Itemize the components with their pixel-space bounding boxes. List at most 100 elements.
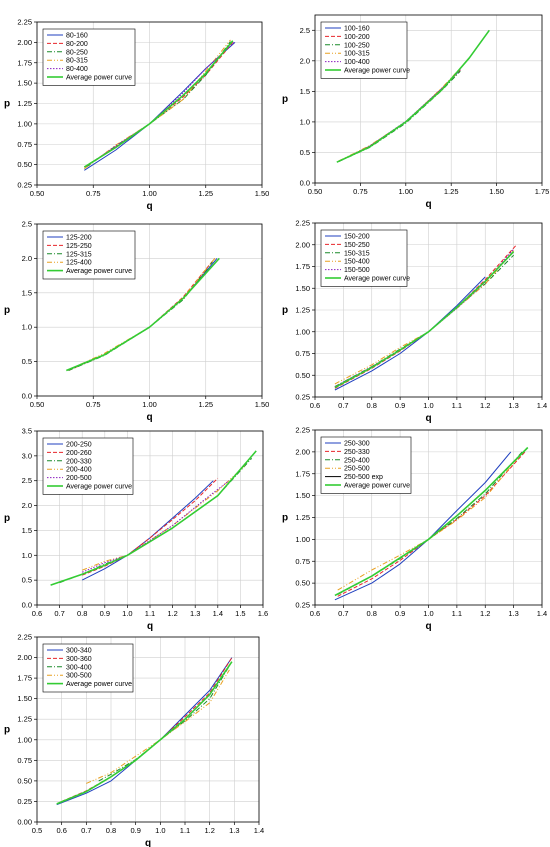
x-tick-label: 1.1 — [452, 609, 462, 618]
y-tick-label: 0.5 — [22, 576, 32, 585]
chart-panel-5: 0.6 0.7 0.8 0.9 1.0 1.1 1.2 1.3 1.4 1.5 1.6 0.0 0.5 1… — [4, 427, 268, 633]
legend-label: 80-315 — [66, 58, 88, 65]
x-tick-label: 1.3 — [229, 826, 239, 835]
x-tick-label: 0.50 — [30, 189, 45, 198]
legend-label: Average power curve — [344, 276, 410, 283]
y-tick-label: 3.5 — [22, 427, 32, 436]
y-axis-label: p — [4, 725, 10, 736]
x-tick-label: 1.1 — [180, 826, 190, 835]
x-axis-label: q — [425, 621, 431, 632]
legend-label: 125-200 — [66, 235, 92, 242]
x-tick-label: 1.4 — [537, 609, 547, 618]
legend-label: 200-260 — [66, 450, 92, 457]
legend-box — [320, 21, 408, 79]
legend-label: 150-250 — [344, 242, 370, 249]
x-tick-label: 0.7 — [338, 609, 348, 618]
y-tick-label: 2.5 — [300, 26, 310, 35]
y-tick-label: 0.75 — [17, 756, 32, 765]
legend-label: 300-400 — [66, 664, 92, 671]
series-line-average-power-curve — [83, 40, 234, 168]
y-tick-label: 1.25 — [295, 513, 310, 522]
x-tick-label: 0.8 — [77, 609, 87, 618]
legend-label: Average power curve — [66, 75, 132, 82]
x-tick-label: 0.50 — [308, 187, 323, 196]
series-line-250-330 — [337, 451, 526, 597]
series-line-average-power-curve — [336, 29, 490, 163]
x-tick-label: 1.0 — [423, 401, 433, 410]
series-line-200-260 — [82, 477, 219, 576]
series-line-average-power-curve — [56, 661, 233, 805]
x-tick-label: 1.5 — [235, 609, 245, 618]
x-axis-label: q — [425, 199, 431, 210]
x-axis-label: q — [425, 413, 431, 424]
y-tick-label: 1.75 — [295, 469, 310, 478]
x-axis-label: q — [146, 201, 152, 212]
y-tick-label: 1.0 — [22, 551, 32, 560]
series-line-80-250 — [86, 41, 231, 168]
x-tick-label: 1.50 — [255, 189, 270, 198]
y-tick-label: 1.00 — [295, 327, 310, 336]
y-tick-label: 1.25 — [17, 715, 32, 724]
chart-panel-4: 0.6 0.7 0.8 0.9 1.0 1.1 1.2 1.3 1.4 0.25 0.50 0.75 1… — [282, 219, 547, 425]
y-tick-label: 1.50 — [17, 694, 32, 703]
series-line-average-power-curve — [334, 251, 515, 389]
plot-frame — [36, 636, 260, 823]
x-tick-label: 0.8 — [367, 609, 377, 618]
series-line-80-315 — [84, 39, 231, 170]
x-tick-label: 1.3 — [508, 609, 518, 618]
legend-box — [42, 230, 136, 280]
y-tick-label: 2.0 — [300, 56, 310, 65]
x-tick-label: 1.25 — [198, 400, 213, 409]
x-tick-label: 1.00 — [142, 189, 157, 198]
x-tick-label: 0.75 — [86, 400, 101, 409]
y-tick-label: 1.25 — [295, 306, 310, 315]
chart-panel-2: 0.50 0.75 1.00 1.25 1.50 1.75 0.0 0.5 1.0 1.5 2.0 2… — [282, 14, 549, 210]
legend-label: 300-340 — [66, 648, 92, 655]
x-tick-label: 1.2 — [204, 826, 214, 835]
y-axis-label: p — [282, 94, 288, 105]
legend-label: 100-250 — [344, 42, 370, 49]
y-tick-label: 0.0 — [300, 179, 310, 188]
series-line-average-power-curve — [65, 257, 220, 372]
y-tick-label: 2.00 — [295, 240, 310, 249]
legend-label: 250-400 — [344, 457, 370, 464]
legend-label: 150-500 — [344, 267, 370, 274]
x-tick-label: 0.7 — [338, 401, 348, 410]
legend-label: 100-400 — [344, 59, 370, 66]
legend-label: 250-500 exp — [344, 474, 383, 481]
series-line-200-400 — [82, 465, 246, 571]
x-tick-label: 1.1 — [452, 401, 462, 410]
x-tick-label: 1.0 — [155, 826, 165, 835]
legend-label: 150-315 — [344, 250, 370, 257]
y-tick-label: 1.50 — [17, 79, 32, 88]
y-tick-label: 2.00 — [295, 447, 310, 456]
series-line-200-250 — [81, 480, 214, 581]
y-tick-label: 0.25 — [17, 181, 32, 190]
y-tick-label: 0.75 — [295, 349, 310, 358]
y-tick-label: 2.0 — [22, 501, 32, 510]
legend-box — [42, 28, 136, 86]
x-tick-label: 1.3 — [190, 609, 200, 618]
x-tick-label: 0.7 — [81, 826, 91, 835]
x-axis-label: q — [145, 838, 151, 847]
y-tick-label: 0.75 — [17, 140, 32, 149]
x-tick-label: 0.9 — [395, 609, 405, 618]
y-tick-label: 2.25 — [295, 426, 310, 435]
y-tick-label: 0.50 — [17, 776, 32, 785]
x-axis-label: q — [147, 621, 153, 632]
legend-label: Average power curve — [66, 681, 132, 688]
legend-label: 250-300 — [344, 441, 370, 448]
y-tick-label: 2.25 — [17, 633, 32, 642]
series-line-150-200 — [334, 276, 486, 391]
legend-label: 80-250 — [66, 49, 88, 56]
chart-panel-7: 0.5 0.6 0.7 0.8 0.9 1.0 1.1 1.2 1.3 1.4 0.00 0.25 0.… — [4, 633, 264, 847]
legend-label: Average power curve — [344, 483, 410, 490]
y-tick-label: 1.00 — [295, 535, 310, 544]
legend-label: 200-500 — [66, 475, 92, 482]
y-tick-label: 0.25 — [295, 601, 310, 610]
y-tick-label: 0.00 — [17, 818, 32, 827]
y-tick-label: 0.0 — [22, 392, 32, 401]
legend-label: 200-250 — [66, 442, 92, 449]
